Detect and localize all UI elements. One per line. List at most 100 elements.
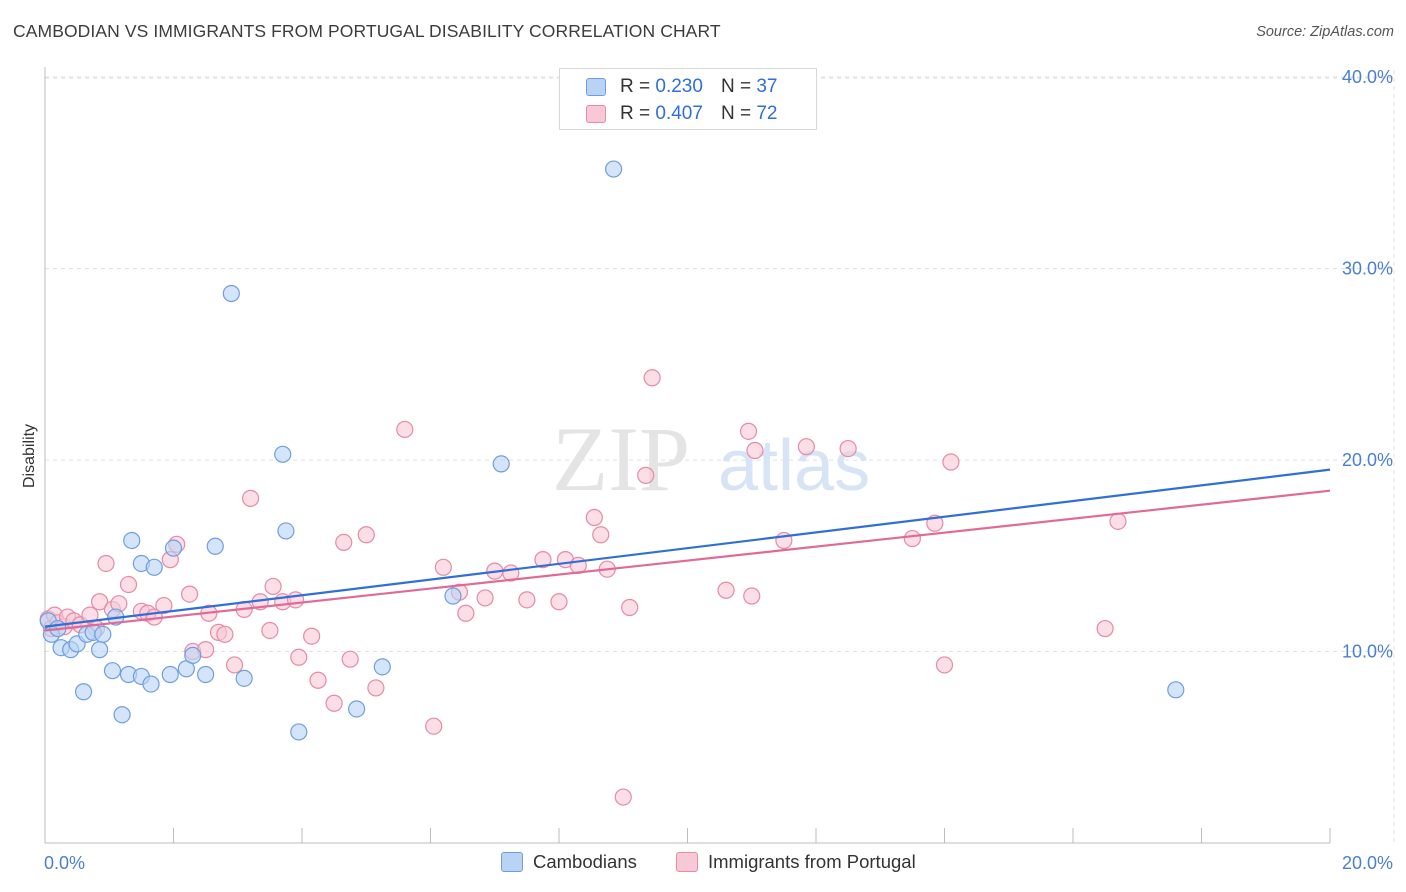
portugal-point xyxy=(717,581,735,599)
legend-swatch-portugal xyxy=(586,105,606,123)
portugal-point xyxy=(325,694,343,712)
cambodians-point xyxy=(274,445,292,463)
portugal-point xyxy=(534,551,552,569)
legend-swatch-cambodians xyxy=(586,78,606,96)
portugal-point xyxy=(797,438,815,456)
legend-r-label: R = xyxy=(620,103,651,124)
portugal-point xyxy=(839,439,857,458)
portugal-point xyxy=(592,526,610,544)
portugal-point xyxy=(303,627,321,645)
portugal-point xyxy=(242,489,260,507)
portugal-point xyxy=(457,604,475,622)
portugal-point xyxy=(396,420,414,439)
cambodians-point xyxy=(222,284,240,303)
portugal-point xyxy=(637,466,655,484)
portugal-point xyxy=(261,621,279,640)
legend-r-value-cambodians: 0.230 xyxy=(655,76,703,97)
cambodians-point xyxy=(145,558,163,576)
portugal-point xyxy=(550,593,568,611)
cambodians-point xyxy=(277,522,295,540)
portugal-point xyxy=(119,575,138,594)
portugal-point xyxy=(643,369,661,387)
legend-row-portugal: R = 0.407 N = 72 xyxy=(560,100,777,128)
bottom-legend-swatch-cambodians xyxy=(501,852,523,872)
cambodians-point xyxy=(373,658,391,676)
portugal-point xyxy=(518,591,536,609)
y-axis-label: Disability xyxy=(21,424,38,488)
portugal-point xyxy=(335,533,353,552)
bottom-legend-label-cambodians: Cambodians xyxy=(533,851,637,872)
bottom-legend-cambodians[interactable]: Cambodians xyxy=(501,851,637,873)
watermark-atlas: atlas xyxy=(718,426,870,506)
portugal-point xyxy=(585,508,603,527)
source-label: Source: ZipAtlas.com xyxy=(1256,24,1394,40)
legend-r-label: R = xyxy=(620,76,651,97)
legend: R = 0.230 N = 37 R = 0.407 N = 72 xyxy=(559,68,817,130)
portugal-point xyxy=(935,656,954,674)
portugal-point xyxy=(290,648,308,666)
cambodians-point xyxy=(492,455,510,473)
trend-line-cambodians xyxy=(44,468,1331,628)
portugal-point xyxy=(942,453,960,471)
portugal-point xyxy=(1096,619,1114,638)
bottom-legend-swatch-portugal xyxy=(676,852,698,872)
cambodians-point xyxy=(605,160,623,178)
portugal-point xyxy=(746,441,764,460)
portugal-point xyxy=(97,554,115,573)
legend-n-label: N = xyxy=(720,103,752,124)
cambodians-point xyxy=(94,625,112,643)
portugal-point xyxy=(614,788,632,806)
y-tick-label: 30.0% xyxy=(1342,259,1393,279)
portugal-point xyxy=(264,577,282,596)
cambodians-point xyxy=(103,662,122,680)
y-tick-labels: 10.0% 20.0% 30.0% 40.0% xyxy=(1342,67,1393,661)
portugal-point xyxy=(155,596,173,615)
y-tick-label: 40.0% xyxy=(1342,67,1393,87)
cambodians-point xyxy=(74,683,93,701)
bottom-legend-portugal[interactable]: Immigrants from Portugal xyxy=(676,851,916,873)
cambodians-point xyxy=(91,641,109,659)
cambodians-point xyxy=(444,587,462,605)
legend-n-value-cambodians: 37 xyxy=(756,76,778,97)
portugal-point xyxy=(739,422,758,440)
portugal-point xyxy=(476,589,494,607)
cambodians-point xyxy=(123,531,141,550)
chart-title: CAMBODIAN VS IMMIGRANTS FROM PORTUGAL DI… xyxy=(13,21,721,41)
portugal-point xyxy=(357,526,375,544)
y-tick-label: 10.0% xyxy=(1342,642,1393,662)
cambodians-point xyxy=(184,646,202,664)
portugal-point xyxy=(425,717,443,735)
cambodians-point xyxy=(142,675,160,693)
cambodians-point xyxy=(1167,681,1185,699)
portugal-point xyxy=(621,598,639,617)
y-tick-label: 20.0% xyxy=(1342,450,1393,470)
x-tick-label: 20.0% xyxy=(1342,853,1393,873)
portugal-point xyxy=(91,593,109,611)
legend-r-value-portugal: 0.407 xyxy=(655,103,703,124)
portugal-point xyxy=(743,587,761,605)
cambodians-point xyxy=(206,537,224,555)
portugal-point xyxy=(341,650,359,668)
watermark-zip: ZIP xyxy=(552,408,690,510)
x-tick-labels: 0.0% 20.0% xyxy=(44,853,1393,873)
cambodians-point xyxy=(161,665,179,684)
cambodians-point xyxy=(348,700,366,718)
portugal-point xyxy=(225,656,244,674)
legend-row-cambodians: R = 0.230 N = 37 xyxy=(560,73,777,101)
bottom-legend: Cambodians Immigrants from Portugal xyxy=(0,851,1406,877)
cambodians-point xyxy=(235,669,253,687)
bottom-legend-label-portugal: Immigrants from Portugal xyxy=(708,851,916,872)
portugal-point xyxy=(1109,512,1127,530)
portugal-point xyxy=(903,529,921,548)
x-tick-label: 0.0% xyxy=(44,853,85,873)
cambodians-point xyxy=(164,539,183,557)
cambodians-point xyxy=(290,723,308,741)
cambodians-point xyxy=(197,665,215,684)
trend-line-portugal xyxy=(44,489,1331,632)
legend-n-value-portugal: 72 xyxy=(756,103,778,124)
portugal-point xyxy=(180,585,199,603)
portugal-point xyxy=(367,679,385,697)
cambodians-point xyxy=(113,706,131,724)
trend-lines xyxy=(44,468,1331,632)
